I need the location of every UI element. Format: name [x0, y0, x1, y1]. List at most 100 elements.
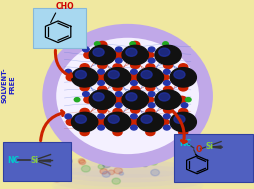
- FancyBboxPatch shape: [174, 134, 253, 183]
- Circle shape: [181, 103, 188, 108]
- Circle shape: [72, 68, 98, 87]
- Text: NC: NC: [8, 156, 20, 165]
- Circle shape: [148, 47, 155, 52]
- Circle shape: [142, 162, 148, 167]
- Circle shape: [113, 64, 122, 70]
- Circle shape: [132, 74, 141, 81]
- Circle shape: [146, 129, 155, 136]
- Circle shape: [83, 47, 89, 52]
- Circle shape: [174, 70, 185, 79]
- Circle shape: [164, 114, 170, 119]
- Circle shape: [116, 47, 122, 52]
- Circle shape: [148, 92, 155, 97]
- Circle shape: [131, 69, 137, 74]
- Circle shape: [66, 119, 75, 125]
- Circle shape: [82, 166, 90, 172]
- Circle shape: [94, 119, 103, 125]
- Circle shape: [112, 178, 120, 184]
- Circle shape: [116, 103, 122, 108]
- Circle shape: [122, 90, 148, 109]
- Text: SOLVENT-
FREE: SOLVENT- FREE: [2, 67, 15, 103]
- Circle shape: [146, 84, 155, 91]
- Circle shape: [112, 52, 121, 58]
- Circle shape: [78, 159, 85, 163]
- Circle shape: [94, 42, 100, 46]
- Circle shape: [164, 86, 173, 93]
- Circle shape: [160, 74, 169, 81]
- Ellipse shape: [52, 165, 203, 187]
- Circle shape: [179, 129, 188, 136]
- Circle shape: [164, 62, 173, 69]
- Circle shape: [137, 112, 164, 132]
- Circle shape: [99, 119, 108, 125]
- Circle shape: [179, 64, 188, 70]
- Circle shape: [80, 84, 89, 91]
- Circle shape: [164, 107, 173, 113]
- Circle shape: [145, 96, 154, 103]
- Circle shape: [75, 115, 86, 123]
- Circle shape: [116, 92, 122, 97]
- Circle shape: [98, 69, 104, 74]
- Circle shape: [174, 115, 185, 123]
- Circle shape: [116, 58, 122, 63]
- Circle shape: [131, 41, 140, 48]
- Circle shape: [159, 48, 170, 56]
- Circle shape: [98, 164, 104, 169]
- Circle shape: [84, 52, 93, 58]
- FancyBboxPatch shape: [3, 142, 71, 181]
- Circle shape: [99, 74, 108, 81]
- Circle shape: [179, 84, 188, 91]
- Circle shape: [131, 107, 140, 113]
- Text: Si: Si: [31, 156, 39, 165]
- Text: Si: Si: [205, 142, 213, 151]
- Circle shape: [127, 74, 136, 81]
- Circle shape: [89, 90, 116, 109]
- Text: O: O: [196, 145, 202, 154]
- Circle shape: [164, 81, 170, 85]
- Circle shape: [80, 129, 89, 136]
- Circle shape: [56, 163, 65, 169]
- Circle shape: [93, 48, 104, 56]
- Circle shape: [66, 74, 75, 81]
- Circle shape: [131, 62, 140, 69]
- Circle shape: [170, 68, 196, 87]
- Ellipse shape: [52, 156, 203, 178]
- Circle shape: [65, 69, 72, 74]
- Circle shape: [132, 119, 141, 125]
- Circle shape: [148, 58, 155, 63]
- Circle shape: [164, 69, 170, 74]
- Circle shape: [185, 75, 191, 79]
- Circle shape: [146, 64, 155, 70]
- Circle shape: [80, 108, 89, 115]
- Circle shape: [89, 45, 116, 65]
- Circle shape: [112, 96, 121, 103]
- Circle shape: [74, 98, 80, 102]
- Circle shape: [113, 84, 122, 91]
- Circle shape: [53, 176, 61, 182]
- Circle shape: [98, 81, 104, 85]
- Circle shape: [126, 93, 137, 101]
- Circle shape: [104, 112, 131, 132]
- Circle shape: [127, 119, 136, 125]
- Circle shape: [131, 125, 137, 130]
- Circle shape: [108, 70, 119, 79]
- Polygon shape: [39, 160, 51, 162]
- Circle shape: [108, 115, 119, 123]
- Circle shape: [98, 107, 107, 113]
- Polygon shape: [212, 146, 221, 148]
- Text: CHO: CHO: [56, 2, 75, 11]
- Circle shape: [98, 62, 107, 69]
- Circle shape: [102, 171, 110, 177]
- Circle shape: [98, 41, 107, 48]
- Circle shape: [98, 86, 107, 93]
- Circle shape: [117, 52, 126, 58]
- Circle shape: [75, 70, 86, 79]
- Circle shape: [122, 45, 148, 65]
- Circle shape: [141, 70, 152, 79]
- Circle shape: [104, 68, 131, 87]
- Circle shape: [119, 172, 124, 175]
- Circle shape: [126, 48, 137, 56]
- Circle shape: [72, 112, 98, 132]
- Ellipse shape: [52, 174, 203, 189]
- Circle shape: [108, 170, 115, 175]
